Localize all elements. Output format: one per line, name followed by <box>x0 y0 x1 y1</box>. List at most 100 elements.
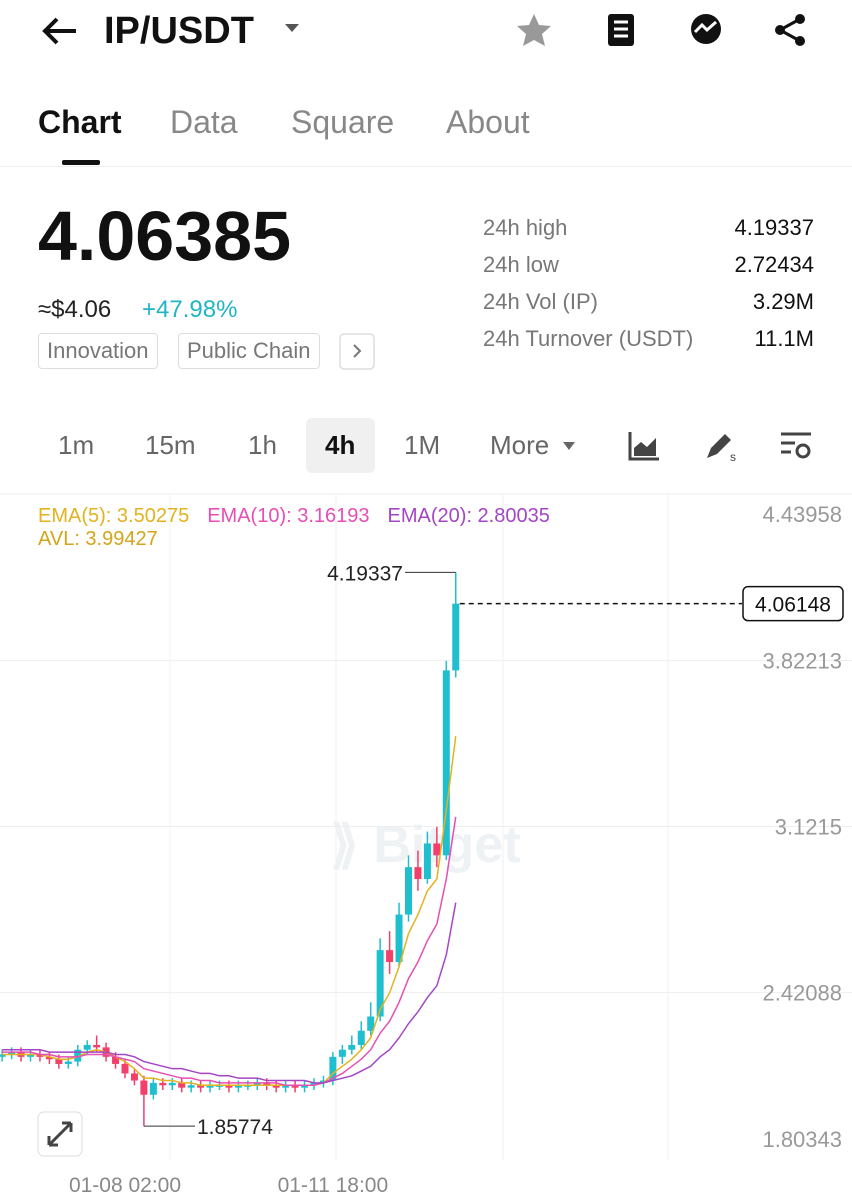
share-icon[interactable] <box>772 12 808 48</box>
interval[interactable]: 1M <box>404 430 441 460</box>
candle-body <box>433 843 441 856</box>
interval[interactable]: 1m <box>58 430 95 460</box>
legend-entry: EMA(5): 3.50275 <box>38 505 189 527</box>
current-price-box <box>742 585 844 622</box>
candle-body <box>36 1054 44 1057</box>
ema-line <box>2 816 457 1087</box>
candle-body <box>386 950 394 962</box>
candle-body <box>452 603 460 671</box>
candle-body <box>291 1085 299 1088</box>
y-tick-label: 1.80343 <box>762 1127 842 1152</box>
last-price: 4.06385 <box>38 197 292 275</box>
interval[interactable]: 1h <box>248 430 277 460</box>
candle-body <box>376 950 384 1017</box>
interval[interactable]: 4h <box>325 430 356 460</box>
candle-body <box>74 1049 82 1062</box>
candle-body <box>423 843 431 880</box>
ema-line <box>2 736 457 1087</box>
candle-body <box>442 670 450 856</box>
candle-body <box>253 1082 261 1086</box>
candle-body <box>272 1085 280 1088</box>
candle-body <box>8 1052 16 1055</box>
candle-body <box>395 914 403 962</box>
stat-label: 24h Turnover (USDT) <box>483 326 694 351</box>
back-button[interactable] <box>40 14 80 48</box>
candle-body <box>27 1054 34 1057</box>
candle-body <box>187 1085 195 1088</box>
legend-entry: EMA(10): 3.16193 <box>207 505 369 527</box>
candle-body <box>130 1073 138 1081</box>
expand-icon <box>47 1121 73 1147</box>
candle-body <box>83 1044 91 1050</box>
x-tick-label: 01-11 18:00 <box>278 1174 389 1197</box>
candle-body <box>112 1056 120 1064</box>
stat-value: 11.1M <box>754 326 814 351</box>
candle-body <box>225 1085 233 1088</box>
candle-body <box>206 1085 214 1088</box>
low-marker: 1.85774 <box>197 1116 273 1139</box>
tab[interactable]: Square <box>291 104 395 140</box>
candle-body <box>301 1085 309 1088</box>
y-tick-label: 3.82213 <box>762 648 842 673</box>
draw-icon[interactable]: s <box>703 428 739 464</box>
tab[interactable]: About <box>446 104 530 140</box>
x-tick-label: 01-08 02:00 <box>69 1174 181 1197</box>
candle-body <box>310 1082 318 1086</box>
candle-body <box>197 1085 205 1088</box>
candle-body <box>348 1044 356 1050</box>
avl-label: AVL: 3.99427 <box>38 528 158 550</box>
candle-body <box>367 1016 375 1031</box>
candle-body <box>338 1049 346 1057</box>
candle-body <box>405 867 412 915</box>
svg-text:s: s <box>730 450 736 464</box>
tag[interactable]: Public Chain <box>178 333 320 369</box>
candle-body <box>282 1085 290 1088</box>
settings-icon[interactable] <box>779 430 813 462</box>
candle-body <box>263 1082 271 1086</box>
candle-body <box>121 1063 129 1074</box>
usd-price: ≈$4.06 <box>38 296 112 323</box>
y-tick-label: 3.1215 <box>775 815 842 840</box>
pair-title[interactable]: IP/USDT <box>104 10 254 52</box>
candle-body <box>357 1030 365 1045</box>
indicator-icon[interactable] <box>627 430 661 462</box>
divider <box>0 166 852 167</box>
price-change: +47.98% <box>142 296 238 323</box>
favorite-icon[interactable] <box>515 12 553 48</box>
tab[interactable]: Chart <box>38 104 122 140</box>
y-tick-label: 4.43958 <box>762 502 842 527</box>
tab-indicator <box>62 160 100 165</box>
stat-label: 24h high <box>483 215 568 240</box>
candle-body <box>0 1054 6 1057</box>
current-price: 4.06148 <box>755 594 831 617</box>
tab[interactable]: Data <box>170 104 238 140</box>
alert-icon[interactable] <box>688 12 724 48</box>
interval[interactable]: More <box>490 430 550 460</box>
candle-body <box>140 1080 148 1095</box>
stat-value: 2.72434 <box>734 252 814 277</box>
candle-body <box>149 1082 157 1095</box>
candle-body <box>329 1056 337 1081</box>
candle-body <box>234 1085 242 1088</box>
high-marker: 4.19337 <box>327 562 403 585</box>
y-tick-label: 2.42088 <box>762 981 842 1006</box>
stat-value: 4.19337 <box>734 215 814 240</box>
tag[interactable]: Innovation <box>38 333 158 369</box>
stat-label: 24h Vol (IP) <box>483 289 598 314</box>
candle-body <box>45 1056 53 1060</box>
stat-label: 24h low <box>483 252 559 277</box>
more-dropdown[interactable] <box>562 441 576 451</box>
candle-body <box>168 1082 176 1086</box>
legend-entry: EMA(20): 2.80035 <box>388 505 550 527</box>
tags-more[interactable] <box>339 333 375 370</box>
interval-active-bg <box>306 418 375 473</box>
candle-body <box>319 1080 327 1083</box>
interval[interactable]: 15m <box>145 430 196 460</box>
candle-body <box>64 1061 72 1064</box>
ema-line <box>2 902 457 1084</box>
notes-icon[interactable] <box>604 12 638 48</box>
pair-dropdown[interactable] <box>283 22 301 34</box>
candle-body <box>178 1082 186 1088</box>
